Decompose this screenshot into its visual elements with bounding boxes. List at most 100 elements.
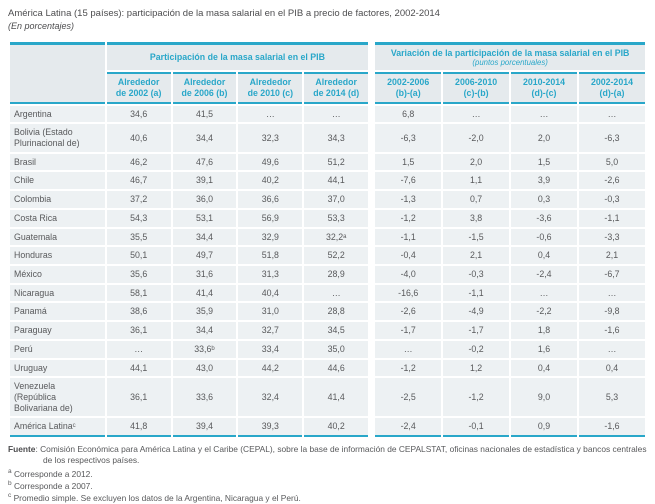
data-table: Participación de la masa salarial en el … bbox=[8, 40, 647, 439]
table-body: Argentina 34,6 41,5…… 6,8……… Bolivia (Estado… bbox=[10, 105, 645, 438]
value-cell: 3,9 bbox=[511, 172, 577, 190]
value-cell: -3,6 bbox=[511, 209, 577, 227]
value-cell: -4,9 bbox=[443, 303, 510, 321]
footnote-a: a Corresponde a 2012. bbox=[8, 468, 647, 480]
value-cell: 1,1 bbox=[443, 172, 510, 190]
value-cell: -0,4 bbox=[375, 247, 442, 264]
value-cell: 2,1 bbox=[578, 247, 645, 264]
value-cell: 33,6ᵇ bbox=[172, 340, 237, 358]
value-cell: 0,4 bbox=[511, 359, 577, 377]
value-cell: 6,8 bbox=[375, 105, 442, 123]
value-cell: -2,2 bbox=[511, 303, 577, 321]
country-cell: Brasil bbox=[10, 153, 105, 171]
value-cell: 50,1 bbox=[106, 247, 171, 264]
value-cell: 31,0 bbox=[238, 303, 303, 321]
value-cell: … bbox=[578, 340, 645, 358]
table-row: Bolivia (Estado Plurinacional de) 40,6 34,… bbox=[10, 124, 645, 152]
column-gap bbox=[370, 284, 374, 302]
value-cell: 41,8 bbox=[106, 418, 171, 438]
value-cell: 32,4 bbox=[238, 378, 303, 417]
value-cell: 32,9 bbox=[238, 228, 303, 246]
value-cell: -1,7 bbox=[443, 322, 510, 339]
group-header-sublabel: (puntos porcentuales) bbox=[472, 57, 548, 67]
value-cell: -1,7 bbox=[375, 322, 442, 339]
column-gap bbox=[370, 105, 374, 123]
value-cell: 5,0 bbox=[578, 153, 645, 171]
value-cell: 40,4 bbox=[238, 284, 303, 302]
value-cell: -0,1 bbox=[443, 418, 510, 438]
value-cell: 40,6 bbox=[106, 124, 171, 152]
table-row: Guatemala 35,5 34,4 32,9 32,2ᵃ -1,1 -1,5 -0,6 -3… bbox=[10, 228, 645, 246]
value-cell: 49,6 bbox=[238, 153, 303, 171]
value-cell: 36,1 bbox=[106, 322, 171, 339]
value-cell: … bbox=[106, 340, 171, 358]
value-cell: -0,3 bbox=[443, 266, 510, 283]
country-column-header bbox=[10, 41, 105, 104]
footnote-text: Corresponde a 2007. bbox=[13, 480, 93, 491]
value-cell: 1,5 bbox=[375, 153, 442, 171]
group-header-variacion: Variación de la participación de la masa… bbox=[375, 41, 645, 71]
table-row: Uruguay 44,1 43,0 44,2 44,6 -1,2 1,2 0,4 0,4 bbox=[10, 359, 645, 377]
value-cell: 41,4 bbox=[304, 378, 369, 417]
value-cell: 33,4 bbox=[238, 340, 303, 358]
value-cell: 52,2 bbox=[304, 247, 369, 264]
column-header: 2002-2014 (d)-(a) bbox=[578, 72, 645, 104]
table-row: Nicaragua 58,1 41,4 40,4… -16,6 -1,1…… bbox=[10, 284, 645, 302]
country-cell: México bbox=[10, 266, 105, 283]
value-cell: 34,4 bbox=[172, 124, 237, 152]
value-cell: 28,9 bbox=[304, 266, 369, 283]
column-header: Alrededor de 2006 (b) bbox=[172, 72, 237, 104]
value-cell: 37,2 bbox=[106, 191, 171, 208]
country-cell: Honduras bbox=[10, 247, 105, 264]
footnote-text: Promedio simple. Se excluyen los datos d… bbox=[13, 493, 301, 504]
value-cell: 35,0 bbox=[304, 340, 369, 358]
footnotes: a Corresponde a 2012. b Corresponde a 20… bbox=[8, 468, 647, 504]
value-cell: 31,6 bbox=[172, 266, 237, 283]
group-header-label: Participación de la masa salarial en el … bbox=[149, 52, 325, 63]
value-cell: 0,9 bbox=[511, 418, 577, 438]
value-cell: 41,4 bbox=[172, 284, 237, 302]
value-cell: 36,0 bbox=[172, 191, 237, 208]
country-cell: Uruguay bbox=[10, 359, 105, 377]
source-label: Fuente bbox=[8, 444, 36, 455]
source-note: Fuente: Comisión Económica para América … bbox=[8, 444, 647, 466]
value-cell: 2,0 bbox=[511, 124, 577, 152]
table-row: Venezuela (República Bolivariana de) 36,1… bbox=[10, 378, 645, 417]
value-cell: 44,2 bbox=[238, 359, 303, 377]
value-cell: 5,3 bbox=[578, 378, 645, 417]
value-cell: -1,6 bbox=[578, 418, 645, 438]
value-cell: -1,5 bbox=[443, 228, 510, 246]
column-group-gap bbox=[370, 41, 374, 104]
value-cell: -1,1 bbox=[375, 228, 442, 246]
value-cell: 36,6 bbox=[238, 191, 303, 208]
value-cell: … bbox=[304, 284, 369, 302]
value-cell: 39,3 bbox=[238, 418, 303, 438]
value-cell: 35,9 bbox=[172, 303, 237, 321]
value-cell: -1,3 bbox=[375, 191, 442, 208]
country-cell: Argentina bbox=[10, 105, 105, 123]
column-gap bbox=[370, 340, 374, 358]
column-gap bbox=[370, 418, 374, 438]
value-cell: 32,3 bbox=[238, 124, 303, 152]
country-cell: Panamá bbox=[10, 303, 105, 321]
value-cell: 32,7 bbox=[238, 322, 303, 339]
table-row: Costa Rica 54,3 53,1 56,9 53,3 -1,2 3,8 -3,6 -1,… bbox=[10, 209, 645, 227]
country-cell: Bolivia (Estado Plurinacional de) bbox=[10, 124, 105, 152]
value-cell: 31,3 bbox=[238, 266, 303, 283]
value-cell: -2,6 bbox=[578, 172, 645, 190]
table-row: Chile 46,7 39,1 40,2 44,1 -7,6 1,1 3,9 -2,6 bbox=[10, 172, 645, 190]
value-cell: 40,2 bbox=[238, 172, 303, 190]
value-cell: 36,1 bbox=[106, 378, 171, 417]
column-gap bbox=[370, 228, 374, 246]
group-header-participacion: Participación de la masa salarial en el … bbox=[106, 41, 369, 71]
value-cell: 32,2ᵃ bbox=[304, 228, 369, 246]
value-cell: 38,6 bbox=[106, 303, 171, 321]
country-cell: Guatemala bbox=[10, 228, 105, 246]
value-cell: -0,6 bbox=[511, 228, 577, 246]
value-cell: 39,1 bbox=[172, 172, 237, 190]
value-cell: -6,3 bbox=[375, 124, 442, 152]
value-cell: … bbox=[578, 105, 645, 123]
column-header: 2010-2014 (d)-(c) bbox=[511, 72, 577, 104]
footnote-text: Corresponde a 2012. bbox=[13, 468, 93, 479]
